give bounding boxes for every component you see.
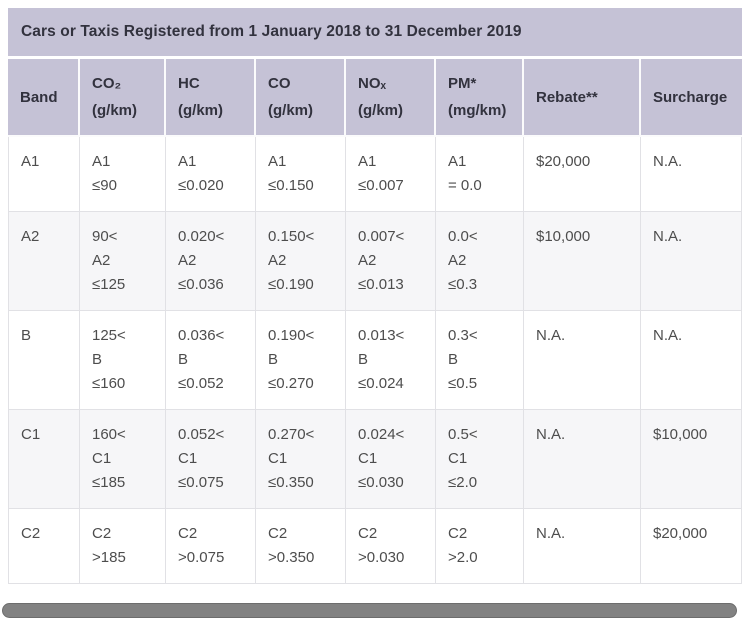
table-cell: $10,000 bbox=[524, 212, 641, 311]
table-cell: 0.024< C1 ≤0.030 bbox=[346, 410, 436, 509]
table-title: Cars or Taxis Registered from 1 January … bbox=[21, 23, 522, 40]
column-header-nox: NOₓ (g/km) bbox=[346, 59, 436, 137]
table-title-bar: Cars or Taxis Registered from 1 January … bbox=[8, 8, 742, 56]
table-cell: A1 bbox=[8, 137, 80, 212]
table-cell: A1 ≤0.020 bbox=[166, 137, 256, 212]
table-row-c1: C1 160< C1 ≤185 0.052< C1 ≤0.075 0.270< … bbox=[8, 410, 742, 509]
table-cell: $20,000 bbox=[524, 137, 641, 212]
column-header-co2: CO₂ (g/km) bbox=[80, 59, 166, 137]
table-cell: C2 >0.350 bbox=[256, 509, 346, 584]
table-cell: C2 >0.075 bbox=[166, 509, 256, 584]
table-cell: 0.3< B ≤0.5 bbox=[436, 311, 524, 410]
table-cell: 0.020< A2 ≤0.036 bbox=[166, 212, 256, 311]
horizontal-scrollbar-track[interactable] bbox=[0, 600, 750, 620]
table-cell: N.A. bbox=[524, 410, 641, 509]
horizontal-scrollbar-thumb[interactable] bbox=[2, 603, 737, 618]
table-cell: 0.270< C1 ≤0.350 bbox=[256, 410, 346, 509]
table-cell: A1 ≤90 bbox=[80, 137, 166, 212]
table-cell: 0.5< C1 ≤2.0 bbox=[436, 410, 524, 509]
table-cell: 0.013< B ≤0.024 bbox=[346, 311, 436, 410]
table-cell: C2 >185 bbox=[80, 509, 166, 584]
table-cell: 160< C1 ≤185 bbox=[80, 410, 166, 509]
table-cell: 0.0< A2 ≤0.3 bbox=[436, 212, 524, 311]
emissions-table: Band CO₂ (g/km) HC (g/km) CO (g/km) NOₓ … bbox=[8, 59, 742, 584]
table-cell: $20,000 bbox=[641, 509, 742, 584]
table-cell: A2 bbox=[8, 212, 80, 311]
table-cell: 0.052< C1 ≤0.075 bbox=[166, 410, 256, 509]
table-cell: 0.036< B ≤0.052 bbox=[166, 311, 256, 410]
table-cell: N.A. bbox=[641, 311, 742, 410]
table-cell: N.A. bbox=[524, 509, 641, 584]
table-row-a2: A2 90< A2 ≤125 0.020< A2 ≤0.036 0.150< A… bbox=[8, 212, 742, 311]
table-cell: N.A. bbox=[641, 212, 742, 311]
table-cell: A1 ≤0.007 bbox=[346, 137, 436, 212]
header-row: Band CO₂ (g/km) HC (g/km) CO (g/km) NOₓ … bbox=[8, 59, 742, 137]
table-cell: N.A. bbox=[524, 311, 641, 410]
table-cell: 0.007< A2 ≤0.013 bbox=[346, 212, 436, 311]
table-cell: A1 = 0.0 bbox=[436, 137, 524, 212]
table-cell: $10,000 bbox=[641, 410, 742, 509]
table-row-b: B 125< B ≤160 0.036< B ≤0.052 0.190< B ≤… bbox=[8, 311, 742, 410]
column-header-surcharge: Surcharge bbox=[641, 59, 742, 137]
column-header-rebate: Rebate** bbox=[524, 59, 641, 137]
table-cell: C2 >0.030 bbox=[346, 509, 436, 584]
emissions-panel: Cars or Taxis Registered from 1 January … bbox=[8, 8, 742, 584]
table-cell: A1 ≤0.150 bbox=[256, 137, 346, 212]
table-cell: C2 >2.0 bbox=[436, 509, 524, 584]
table-cell: C1 bbox=[8, 410, 80, 509]
table-cell: 0.150< A2 ≤0.190 bbox=[256, 212, 346, 311]
column-header-band: Band bbox=[8, 59, 80, 137]
table-row-c2: C2 C2 >185 C2 >0.075 C2 >0.350 C2 >0.030… bbox=[8, 509, 742, 584]
table-cell: N.A. bbox=[641, 137, 742, 212]
table-cell: 0.190< B ≤0.270 bbox=[256, 311, 346, 410]
table-row-a1: A1 A1 ≤90 A1 ≤0.020 A1 ≤0.150 A1 ≤0.007 … bbox=[8, 137, 742, 212]
table-cell: C2 bbox=[8, 509, 80, 584]
table-cell: 125< B ≤160 bbox=[80, 311, 166, 410]
table-cell: 90< A2 ≤125 bbox=[80, 212, 166, 311]
table-cell: B bbox=[8, 311, 80, 410]
column-header-hc: HC (g/km) bbox=[166, 59, 256, 137]
column-header-pm: PM* (mg/km) bbox=[436, 59, 524, 137]
column-header-co: CO (g/km) bbox=[256, 59, 346, 137]
